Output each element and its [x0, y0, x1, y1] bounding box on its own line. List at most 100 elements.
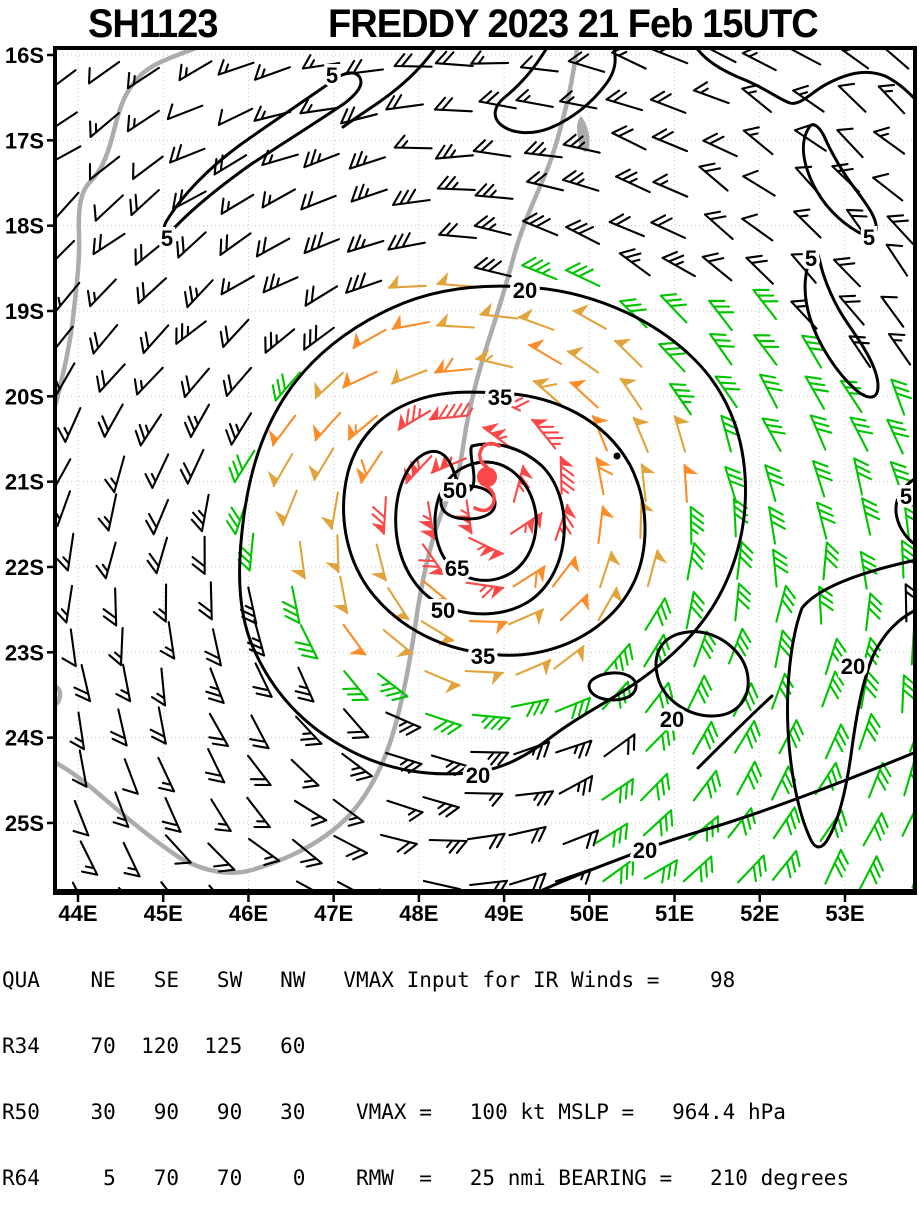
wind-barb-pennant [292, 571, 304, 579]
wind-barb [381, 835, 417, 854]
wind-barb [864, 813, 888, 845]
wind-barb-pennant [613, 588, 622, 602]
wind-barb-pennant [480, 304, 491, 315]
wind-barb [133, 157, 163, 179]
x-axis-label: 50E [570, 901, 609, 926]
wind-barb [780, 720, 803, 753]
wind-barb [651, 215, 685, 238]
wind-barb [221, 320, 249, 347]
wind-barb [794, 210, 820, 238]
wind-barb [866, 594, 881, 631]
wind-barb [512, 700, 548, 717]
wind-barb [468, 834, 505, 849]
wind-barb-pennant [577, 646, 583, 661]
wind-barb [825, 850, 847, 884]
wind-barb-pennant [655, 550, 666, 562]
wind-barb [824, 543, 839, 580]
wind-barb-pennant [327, 563, 339, 572]
contour-label: 65 [445, 556, 469, 581]
contour-5-nw-loop [163, 73, 361, 237]
wind-barb-pennant [529, 340, 543, 349]
wind-barb-pennant [571, 557, 579, 571]
wind-barb-pennant [593, 416, 607, 423]
wind-barb [255, 65, 290, 80]
wind-barb [206, 668, 223, 703]
contour-5-top-center [495, 46, 615, 133]
wind-barb [58, 408, 80, 442]
contour-label: 20 [633, 838, 657, 863]
wind-barb [854, 458, 871, 494]
wind-barb [386, 95, 423, 109]
wind-barb [703, 254, 732, 281]
wind-barb [691, 507, 704, 544]
wind-barb [889, 334, 910, 364]
wind-barb [556, 741, 591, 758]
wind-barb [350, 152, 385, 169]
wind-barb [566, 263, 600, 286]
wind-barb [699, 164, 727, 191]
wind-barb [646, 598, 671, 630]
wind-barb [605, 644, 632, 672]
wind-barb [684, 857, 713, 882]
wind-barb [873, 174, 902, 200]
wind-barb [616, 170, 650, 193]
x-axis-label: 52E [740, 901, 779, 926]
wind-barb-pennant [351, 648, 366, 654]
wind-barb [348, 235, 383, 252]
y-axis-label: 21S [5, 470, 44, 495]
wind-barb [177, 232, 205, 257]
wind-barb [88, 280, 116, 307]
wind-barb [663, 252, 695, 276]
wind-barb [221, 233, 251, 255]
wind-barb-pennant [543, 660, 550, 674]
contour-label: 50 [443, 478, 467, 503]
wind-barb [709, 301, 733, 330]
x-axis-label: 51E [655, 901, 694, 926]
wind-barb [881, 297, 903, 327]
wind-barb [596, 824, 627, 847]
wind-barb [71, 713, 84, 750]
wind-barb [773, 851, 800, 880]
wind-barb [296, 625, 318, 658]
wind-barb [57, 534, 73, 571]
wind-barb [769, 507, 785, 543]
wind-barb [74, 665, 90, 701]
y-axis-label: 24S [5, 726, 44, 751]
wind-barb [116, 665, 130, 701]
wind-barb [168, 104, 203, 119]
wind-barb [199, 582, 212, 619]
wind-barb [63, 629, 76, 666]
contour-label: 5 [805, 246, 817, 271]
wind-barb-pennant [561, 457, 573, 466]
contour-label: 5 [161, 226, 173, 251]
wind-barb [813, 461, 832, 496]
wind-barb [154, 585, 166, 622]
wind-barb [527, 172, 563, 190]
wind-barb [46, 70, 76, 92]
wind-barb [888, 215, 913, 243]
wind-barb [693, 722, 717, 754]
wind-barb [46, 112, 77, 132]
y-axis-label: 22S [5, 555, 44, 580]
wind-barb-pennant [602, 507, 613, 518]
wind-barb [146, 454, 169, 488]
wind-barb-pennant [373, 524, 384, 534]
wind-barb [49, 491, 70, 526]
wind-barb [343, 671, 368, 700]
wind-barb [661, 294, 687, 322]
wind-barb [97, 364, 125, 391]
wind-barb-pennant [270, 431, 278, 445]
wind-barb [817, 503, 835, 539]
wind-barb-pennant [481, 546, 503, 560]
wind-barb [471, 51, 508, 63]
wind-barb [802, 336, 825, 368]
wind-barb [860, 856, 883, 889]
wind-barb [743, 47, 776, 70]
wind-barb [560, 776, 593, 795]
wind-barb [703, 134, 737, 157]
wind-barb [438, 177, 475, 190]
wind-barb-pennant [538, 566, 545, 581]
wind-barb [224, 368, 251, 396]
wind-barb [346, 274, 381, 293]
stats-line-r34: R34 70 120 125 60 [2, 1035, 919, 1057]
